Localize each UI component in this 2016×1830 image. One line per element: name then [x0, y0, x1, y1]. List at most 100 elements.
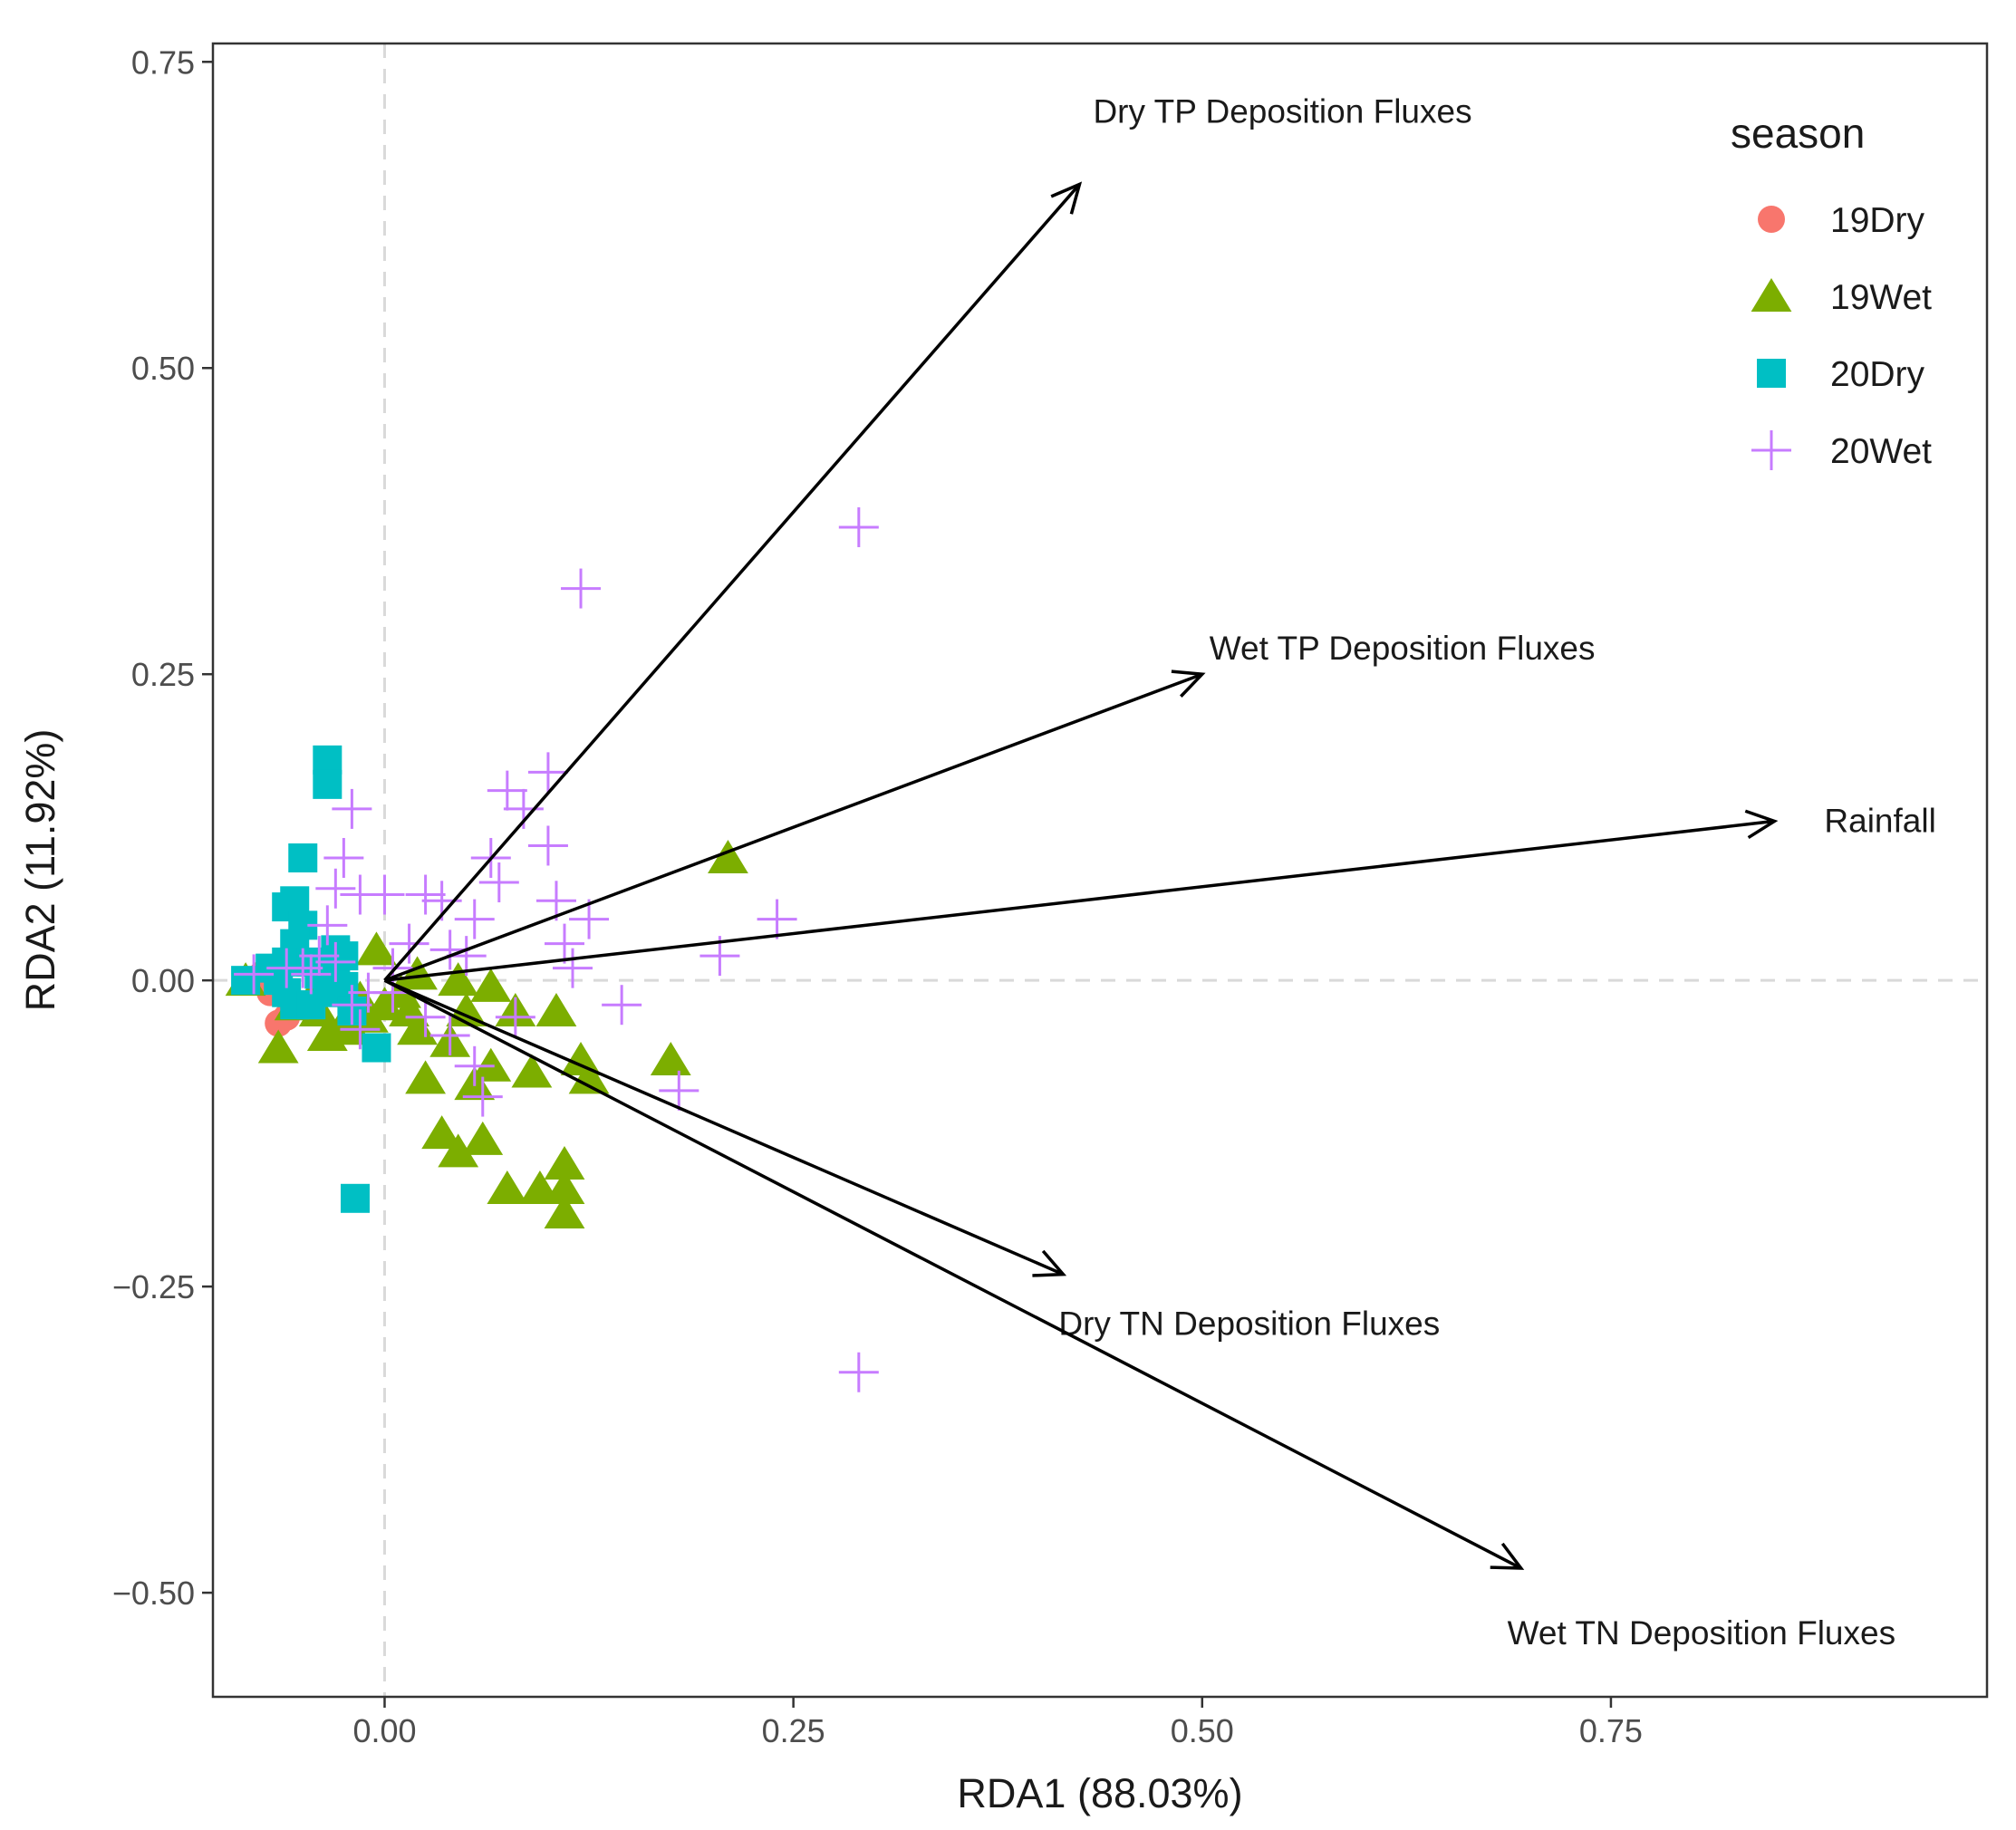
y-tick-label: 0.50	[131, 350, 195, 387]
x-tick-label: 0.75	[1579, 1712, 1643, 1749]
point-20Wet	[495, 997, 535, 1037]
vector-arrowhead	[1050, 181, 1083, 215]
point-20Wet	[454, 1045, 495, 1086]
vector-label: Wet TN Deposition Fluxes	[1508, 1614, 1895, 1652]
legend-key-square	[1757, 359, 1786, 388]
axes: 0.00 0.25 0.50 0.75 0.75 0.50 0.25 0.00 −0.25 −0.…	[112, 43, 1643, 1749]
point-20Wet	[234, 954, 275, 995]
y-tick-label: 0.75	[131, 43, 195, 81]
legend-label: 20Dry	[1830, 355, 1925, 394]
point-19Wet	[257, 1029, 299, 1064]
point-20Wet	[307, 905, 348, 946]
point-20Wet	[659, 1070, 699, 1111]
point-19Wet	[438, 1133, 479, 1168]
point-20Dry	[313, 769, 342, 799]
point-20Wet	[535, 881, 576, 921]
point-20Dry	[341, 1183, 371, 1213]
point-20Wet	[315, 941, 356, 982]
point-20Wet	[405, 874, 446, 915]
vector-arrowhead	[1490, 1542, 1525, 1570]
point-20Wet	[291, 954, 332, 995]
point-20Wet	[332, 788, 372, 829]
vector-label: Dry TN Deposition Fluxes	[1058, 1305, 1440, 1343]
vector-line	[383, 978, 1522, 1570]
legend-entry: 20Dry	[1757, 355, 1925, 394]
point-20Wet	[838, 506, 879, 547]
point-19Wet	[544, 1195, 585, 1229]
point-20Wet	[838, 1352, 879, 1392]
point-19Wet	[650, 1042, 691, 1076]
point-20Wet	[478, 862, 519, 903]
biplot-vectors: Dry TP Deposition Fluxes Wet TP Depositio…	[383, 92, 1936, 1652]
point-19Wet	[356, 931, 397, 966]
legend-key-triangle	[1751, 278, 1792, 312]
point-20Dry	[313, 745, 342, 775]
point-19Wet	[421, 1115, 463, 1150]
point-20Dry	[362, 1033, 391, 1063]
legend-entry: 19Wet	[1751, 278, 1932, 317]
vector-label: Rainfall	[1824, 802, 1935, 839]
point-20Wet	[757, 899, 797, 939]
point-19Wet	[438, 962, 479, 997]
vector-arrow: Dry TN Deposition Fluxes	[383, 978, 1440, 1343]
vector-line	[384, 819, 1775, 982]
point-20Wet	[266, 948, 307, 988]
vector-arrow: Dry TP Deposition Fluxes	[383, 92, 1472, 982]
x-tick-label: 0.25	[762, 1712, 825, 1749]
point-20Wet	[340, 1009, 381, 1050]
series-20Wet	[234, 506, 879, 1392]
y-tick-label: 0.25	[131, 656, 195, 693]
y-tick-label: −0.25	[112, 1268, 195, 1305]
series-20Dry	[231, 745, 391, 1213]
x-tick-label: 0.00	[352, 1712, 416, 1749]
y-tick-label: −0.50	[112, 1575, 195, 1612]
vector-arrow: Rainfall	[384, 802, 1936, 982]
y-tick-label: 0.00	[131, 962, 195, 999]
x-tick-label: 0.50	[1171, 1712, 1234, 1749]
point-19Wet	[405, 1060, 446, 1094]
vector-line	[383, 672, 1203, 982]
point-19Wet	[708, 839, 748, 873]
legend-key-circle	[1758, 206, 1785, 233]
point-20Dry	[280, 886, 310, 916]
x-axis-title: RDA1 (88.03%)	[957, 1770, 1242, 1816]
vector-arrow: Wet TN Deposition Fluxes	[383, 978, 1895, 1652]
point-20Dry	[231, 966, 261, 996]
vector-arrow: Wet TP Deposition Fluxes	[383, 630, 1596, 982]
point-19Wet	[462, 1121, 504, 1155]
vector-arrowhead	[1171, 669, 1206, 698]
point-20Wet	[487, 770, 527, 811]
point-20Wet	[405, 997, 446, 1037]
vector-line	[383, 183, 1081, 982]
point-20Wet	[527, 752, 568, 793]
point-20Wet	[569, 899, 610, 939]
point-20Wet	[389, 923, 429, 964]
data-points	[225, 506, 879, 1392]
legend-entry: 20Wet	[1751, 430, 1932, 471]
vector-label: Wet TP Deposition Fluxes	[1210, 630, 1596, 667]
point-20Wet	[553, 948, 593, 988]
point-20Wet	[340, 874, 381, 915]
point-20Wet	[527, 825, 568, 866]
point-20Dry	[329, 971, 359, 1001]
point-19Wet	[470, 968, 512, 1002]
point-19Wet	[487, 1170, 528, 1204]
vector-arrowhead	[1744, 809, 1779, 840]
point-20Wet	[462, 1076, 503, 1117]
vector-line	[383, 978, 1065, 1276]
point-20Dry	[296, 990, 326, 1020]
vector-label: Dry TP Deposition Fluxes	[1093, 92, 1471, 130]
legend: season 19Dry 19Wet 20Dry 20Wet	[1731, 110, 1932, 471]
point-20Wet	[561, 568, 602, 609]
plot-panel-border	[211, 42, 1989, 1699]
point-19Wet	[544, 1145, 585, 1180]
reference-lines	[213, 43, 1987, 1697]
legend-label: 20Wet	[1830, 432, 1932, 471]
y-axis-title: RDA2 (11.92%)	[17, 729, 63, 1012]
legend-label: 19Dry	[1830, 201, 1925, 240]
point-20Dry	[288, 843, 318, 872]
vector-arrowhead	[1032, 1249, 1067, 1277]
legend-key-plus	[1751, 430, 1791, 470]
